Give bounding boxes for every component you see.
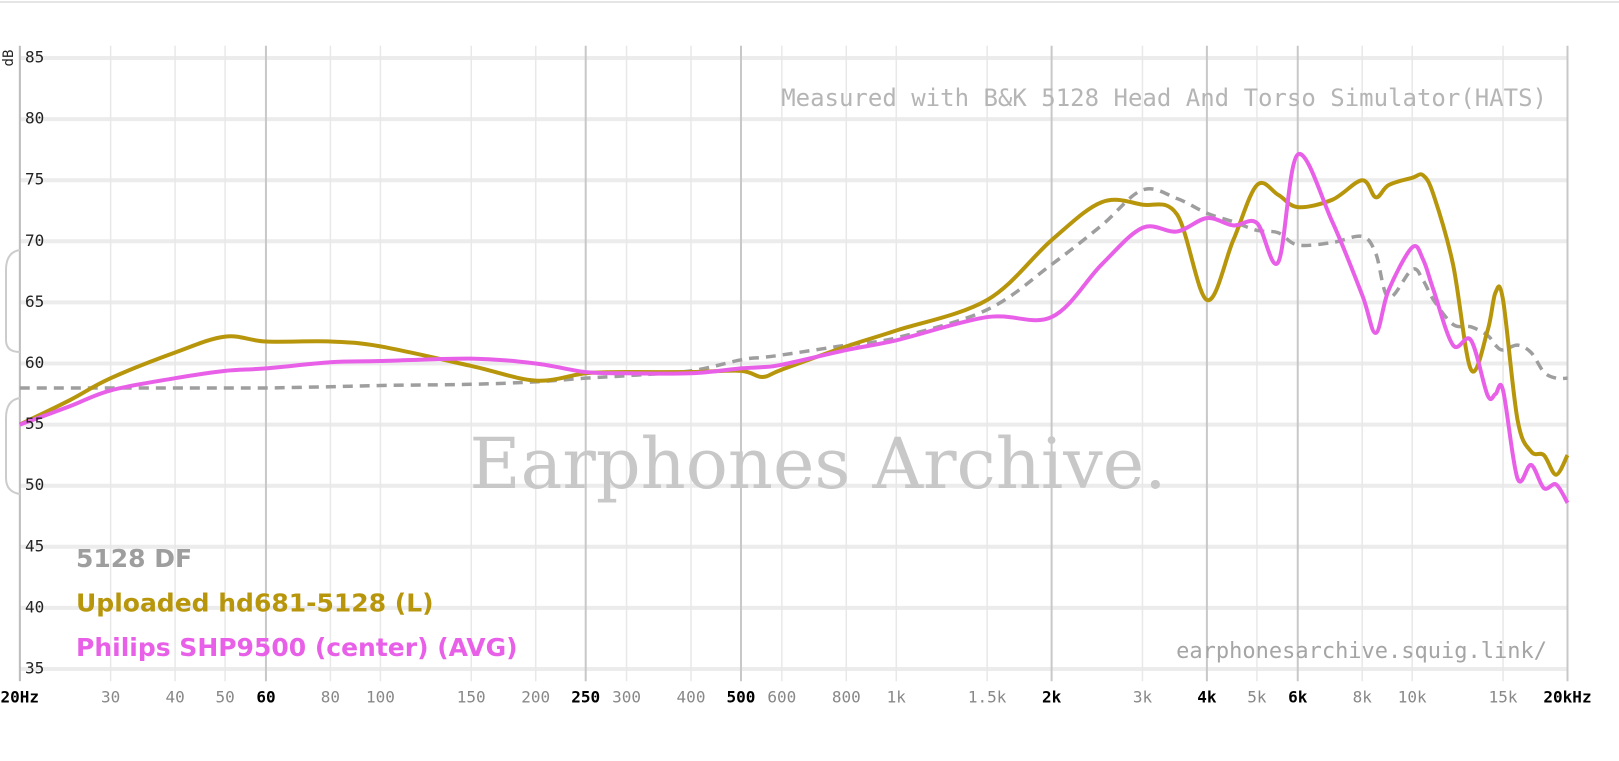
frequency-curve [19,187,1568,390]
y-tick-label: 50 [25,475,44,494]
watermark: Earphones Archive. [470,423,1167,505]
x-tick-label: 200 [521,688,550,707]
x-tick-label: 500 [727,688,756,707]
y-tick-label: 55 [25,414,44,433]
frequency-curve [19,152,1570,504]
curves [18,152,1570,504]
y-tick-label: 35 [25,658,44,677]
x-tick-label: 250 [571,688,600,707]
x-tick-label: 80 [321,688,340,707]
y-tick-label: 40 [25,597,44,616]
x-tick-label: 20Hz [1,688,40,707]
x-tick-label: 6k [1288,688,1308,707]
x-tick-label: 15k [1489,688,1518,707]
x-tick-label: 300 [612,688,641,707]
annotation: Measured with B&K 5128 Head And Torso Si… [781,84,1547,112]
x-tick-label: 40 [165,688,184,707]
y-tick-label: 80 [25,109,44,128]
labels: 35 40 45 50 55 60 65 70 75 80 85 20Hz 30 40 50 60 80 100 1… [1,48,1592,707]
x-tick-label: 3k [1133,688,1153,707]
y-tick-label: 85 [25,48,44,67]
legend-entry: Philips SHP9500 (center) (AVG) [76,633,518,662]
x-tick-label: 800 [832,688,861,707]
y-tick-label: 75 [25,170,44,189]
x-tick-label: 10k [1398,688,1427,707]
y-tick-label: 45 [25,536,44,555]
x-tick-label: 20kHz [1543,688,1591,707]
x-tick-label: 4k [1197,688,1217,707]
x-tick-label: 2k [1042,688,1062,707]
legend-entry: Uploaded hd681-5128 (L) [76,589,434,618]
x-tick-label: 600 [767,688,796,707]
x-tick-label: 100 [366,688,395,707]
x-tick-label: 5k [1247,688,1267,707]
x-tick-label: 400 [677,688,706,707]
y-tick-label: 60 [25,353,44,372]
y-axis-label: dB [1,50,17,67]
legend-entry: 5128 DF [76,544,192,573]
x-tick-label: 1.5k [968,688,1007,707]
x-tick-label: 60 [256,688,275,707]
x-tick-label: 30 [101,688,120,707]
y-tick-label: 70 [25,231,44,250]
x-tick-label: 8k [1353,688,1373,707]
url: earphonesarchive.squig.link/ [1176,639,1547,664]
frequency-curve [18,172,1570,477]
y-tick-label: 65 [25,292,44,311]
x-tick-label: 150 [457,688,486,707]
scroll-handle [5,249,21,353]
scroll-handle [5,397,21,495]
x-tick-label: 1k [887,688,907,707]
x-tick-label: 50 [215,688,234,707]
